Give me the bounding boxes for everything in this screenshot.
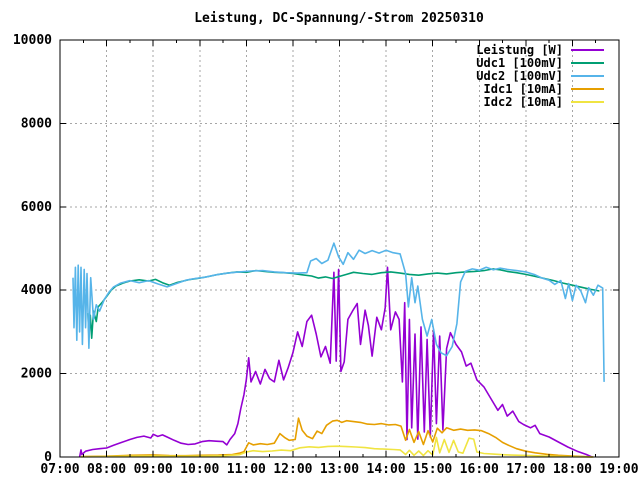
y-tick-label: 6000: [21, 200, 52, 215]
legend-label: Udc1 [100mV]: [476, 56, 563, 70]
legend: Leistung [W]Udc1 [100mV]Udc2 [100mV]Idc1…: [476, 43, 604, 109]
x-tick-label: 13:00: [320, 462, 359, 477]
x-tick-label: 17:00: [506, 462, 545, 477]
legend-label: Udc2 [100mV]: [476, 69, 563, 83]
x-tick-label: 19:00: [599, 462, 638, 477]
series-line-leistung: [78, 266, 593, 458]
chart-title: Leistung, DC-Spannung/-Strom 20250310: [194, 11, 484, 26]
y-tick-label: 8000: [21, 116, 52, 131]
data-series: [72, 242, 605, 458]
legend-label: Idc2 [10mA]: [484, 95, 563, 109]
legend-entry-idc1: Idc1 [10mA]: [484, 82, 604, 96]
x-tick-label: 12:00: [273, 462, 312, 477]
legend-label: Leistung [W]: [476, 43, 563, 57]
x-tick-label: 11:00: [227, 462, 266, 477]
axes-and-ticks: [59, 39, 620, 458]
x-tick-label: 09:00: [134, 462, 173, 477]
legend-entry-udc1: Udc1 [100mV]: [476, 56, 604, 70]
grid-lines: [60, 40, 619, 457]
y-tick-label: 10000: [13, 33, 52, 48]
legend-entry-udc2: Udc2 [100mV]: [476, 69, 604, 83]
y-tick-label: 4000: [21, 283, 52, 298]
series-line-idc2: [80, 436, 593, 458]
legend-label: Idc1 [10mA]: [484, 82, 563, 96]
legend-entry-leistung: Leistung [W]: [476, 43, 604, 57]
y-tick-label: 2000: [21, 367, 52, 382]
x-tick-label: 18:00: [553, 462, 592, 477]
series-line-idc1: [80, 417, 594, 458]
x-tick-label: 14:00: [367, 462, 406, 477]
axis-labels: 07:00 08:00 09:00 10:00 11:00 12:00 13:00 14:00…: [13, 33, 639, 477]
x-tick-label: 10:00: [180, 462, 219, 477]
series-line-udc2: [72, 242, 605, 382]
x-tick-label: 08:00: [87, 462, 126, 477]
x-tick-label: 07:00: [40, 462, 79, 477]
legend-entry-idc2: Idc2 [10mA]: [484, 95, 604, 109]
y-tick-label: 0: [44, 450, 52, 465]
x-tick-label: 15:00: [413, 462, 452, 477]
x-tick-label: 16:00: [460, 462, 499, 477]
